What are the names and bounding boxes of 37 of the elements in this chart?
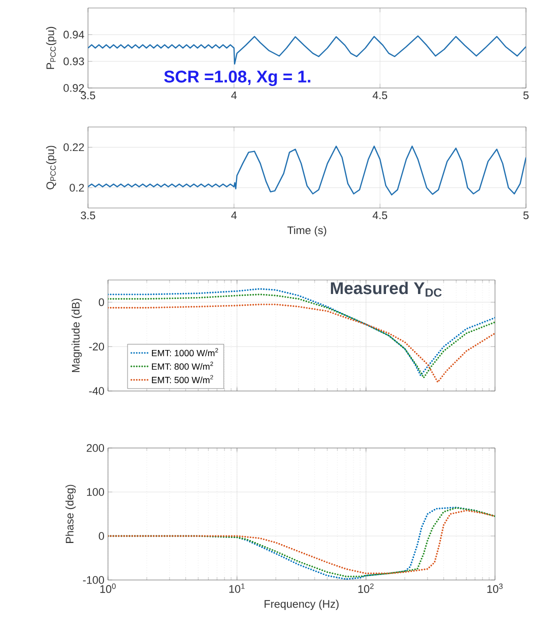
legend-label: EMT: 1000 W/m$^{2}$ <box>152 348 218 356</box>
x-tick-label: 3.5 <box>80 212 96 220</box>
x-axis-title: Frequency (Hz) <box>264 600 339 610</box>
legend-label: EMT: 500 W/m$^{2}$ <box>152 375 214 384</box>
x-axis-title: Time (s) <box>287 226 326 236</box>
x-tick-label: 4 <box>231 212 237 220</box>
legend-label: EMT: 800 W/m$^{2}$ <box>152 362 214 370</box>
y-tick-label: 0.22 <box>64 143 84 152</box>
x-tick-label: 4 <box>231 92 237 100</box>
line-series <box>88 35 526 65</box>
y-tick-label: -20 <box>89 342 104 350</box>
y-tick-label: 0.94 <box>64 30 84 39</box>
x-tick-label: 3.5 <box>80 92 96 100</box>
line-series <box>88 146 526 196</box>
y-tick-label: 100 <box>87 488 104 496</box>
x-tick-label: 10$^{1}$ <box>229 584 245 593</box>
x-tick-label: 4.5 <box>372 212 388 220</box>
x-tick-label: 10$^{2}$ <box>358 584 374 593</box>
x-tick-label: 5 <box>523 212 529 220</box>
annotation: Measured Y$_{DC}$ <box>330 282 442 297</box>
y-tick-label: 0.92 <box>64 84 84 92</box>
y-tick-label: 200 <box>86 444 104 452</box>
x-tick-label: 10$^{0}$ <box>100 584 116 593</box>
x-tick-label: 10$^{3}$ <box>487 584 503 593</box>
y-tick-label: -100 <box>83 576 104 584</box>
annotation: SCR =1.08, Xg = 1. <box>164 70 310 86</box>
y-axis-title: Q$_{PCC}$(pu) <box>46 146 56 190</box>
x-tick-label: 5 <box>523 92 529 100</box>
y-axis-title: P$_{PCC}$(pu) <box>46 26 56 69</box>
y-tick-label: 0 <box>98 532 104 540</box>
y-tick-label: 0.2 <box>70 184 84 192</box>
y-axis-title: Magnitude (dB) <box>72 298 82 372</box>
y-tick-label: 0 <box>98 298 104 306</box>
y-tick-label: -40 <box>89 387 104 395</box>
x-tick-label: 4.5 <box>372 92 388 100</box>
y-tick-label: 0.93 <box>64 57 84 66</box>
y-axis-title: Phase (deg) <box>65 484 76 543</box>
